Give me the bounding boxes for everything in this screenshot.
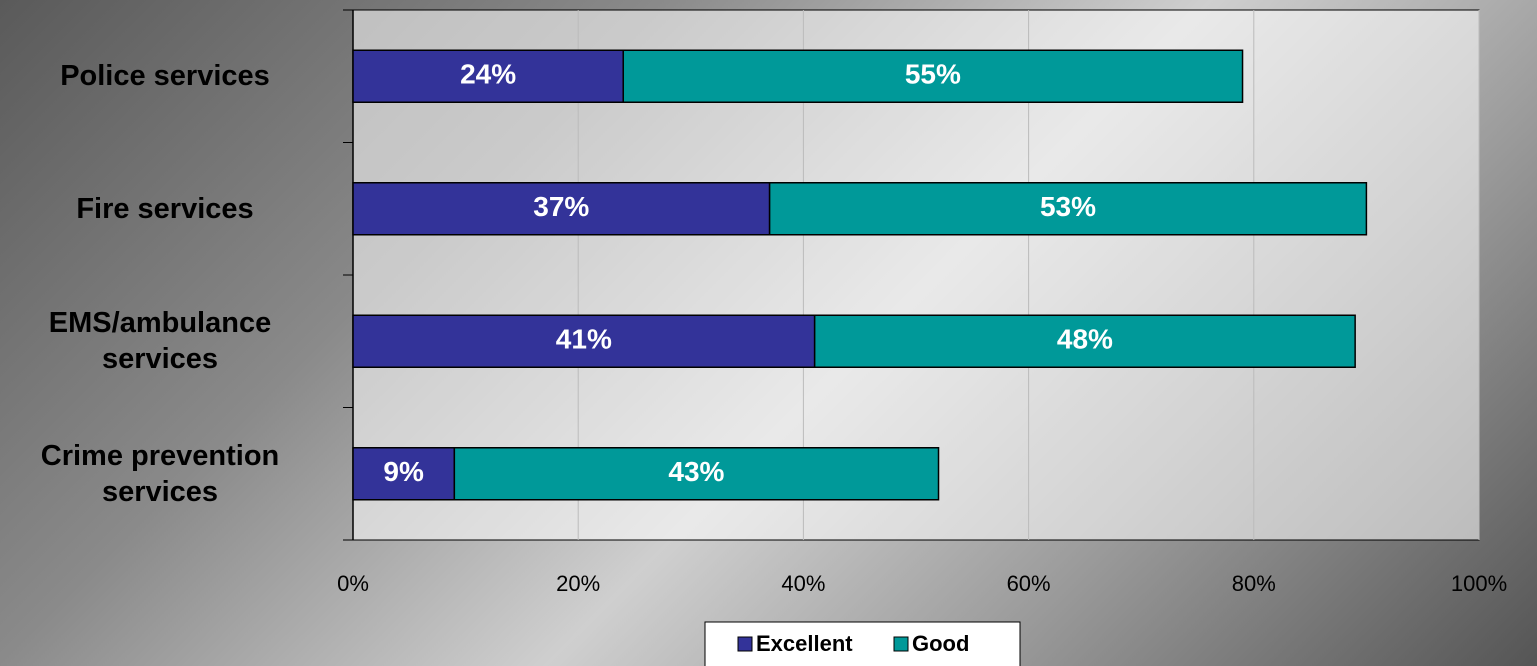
x-tick-label: 0%	[337, 571, 369, 596]
x-tick-label: 40%	[781, 571, 825, 596]
y-tick-label: Police services	[60, 60, 270, 93]
x-tick-label: 60%	[1007, 571, 1051, 596]
legend: Excellent Good	[704, 621, 1021, 666]
bar-segment	[352, 314, 816, 368]
data-label: 24%	[460, 59, 516, 90]
x-tick-label: 20%	[556, 571, 600, 596]
legend-label: Good	[912, 631, 969, 656]
legend-label: Excellent	[756, 631, 853, 656]
data-label: 53%	[1040, 191, 1096, 222]
y-tick-label: EMS/ambulance services	[48, 307, 272, 376]
y-tick-label: Crime prevention services	[40, 439, 280, 508]
data-label: 9%	[383, 456, 424, 487]
data-label: 55%	[905, 59, 961, 90]
bar-segment	[813, 314, 1356, 368]
legend-swatch	[737, 636, 753, 652]
legend-swatch	[893, 636, 909, 652]
bar-segment	[768, 182, 1368, 236]
data-label: 43%	[668, 456, 724, 487]
data-label: 48%	[1057, 324, 1113, 355]
x-tick-label: 100%	[1451, 571, 1507, 596]
data-label: 41%	[556, 324, 612, 355]
bar-segment	[352, 182, 771, 236]
bar-segment	[453, 447, 940, 501]
bar-segment	[622, 49, 1244, 103]
data-label: 37%	[533, 191, 589, 222]
x-tick-label: 80%	[1232, 571, 1276, 596]
y-tick-label: Fire services	[76, 192, 254, 225]
bar-segment	[352, 447, 456, 501]
legend-box	[704, 621, 1021, 666]
